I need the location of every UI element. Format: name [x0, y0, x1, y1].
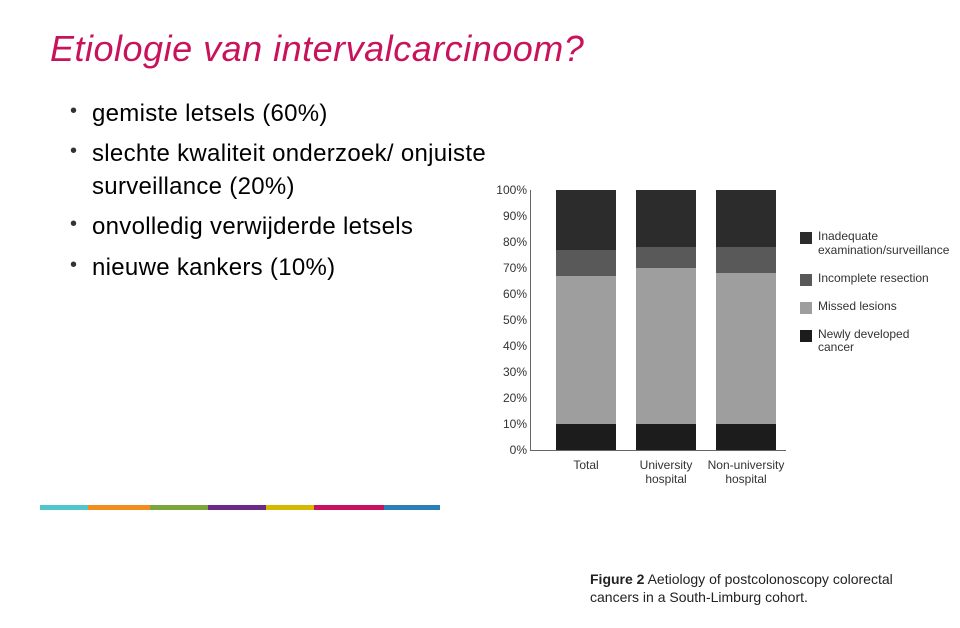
bar-segment [556, 250, 616, 276]
bar-segment [636, 268, 696, 424]
etiology-chart: 0%10%20%30%40%50%60%70%80%90%100%TotalUn… [490, 190, 930, 520]
y-tick-label: 50% [491, 313, 527, 327]
rainbow-segment [88, 505, 150, 510]
legend-swatch [800, 302, 812, 314]
legend-label: Inadequate examination/surveillance [818, 230, 949, 258]
y-tick-label: 100% [491, 183, 527, 197]
rainbow-segment [40, 505, 88, 510]
rainbow-segment [150, 505, 208, 510]
page-title: Etiologie van intervalcarcinoom? [50, 28, 910, 70]
bar-group [556, 190, 616, 450]
y-tick-label: 20% [491, 391, 527, 405]
bar-segment [556, 190, 616, 250]
y-tick-label: 80% [491, 235, 527, 249]
legend-swatch [800, 274, 812, 286]
y-tick-label: 0% [491, 443, 527, 457]
bar-segment [636, 190, 696, 247]
bar-group [716, 190, 776, 450]
footer-rainbow-bar [40, 505, 440, 510]
rainbow-segment [208, 505, 266, 510]
figure-caption: Figure 2 Aetiology of postcolonoscopy co… [590, 571, 930, 606]
legend-item: Missed lesions [800, 300, 940, 314]
bar-segment [716, 424, 776, 450]
legend-item: Incomplete resection [800, 272, 940, 286]
bullet-item: gemiste letsels (60%) [70, 98, 590, 130]
legend-item: Newly developed cancer [800, 328, 940, 356]
chart-plot-area: 0%10%20%30%40%50%60%70%80%90%100%TotalUn… [530, 190, 786, 451]
y-tick-label: 10% [491, 417, 527, 431]
legend-swatch [800, 330, 812, 342]
y-tick-label: 70% [491, 261, 527, 275]
bar-segment [716, 247, 776, 273]
y-tick-label: 90% [491, 209, 527, 223]
rainbow-segment [314, 505, 384, 510]
x-tick-label: University hospital [621, 458, 711, 487]
x-tick-label: Non-university hospital [701, 458, 791, 487]
bar-segment [636, 424, 696, 450]
legend-label: Newly developed cancer [818, 328, 940, 356]
figure-label: Figure 2 [590, 571, 644, 587]
x-tick-label: Total [541, 458, 631, 472]
bar-segment [716, 190, 776, 247]
y-tick-label: 60% [491, 287, 527, 301]
bar-segment [636, 247, 696, 268]
bar-group [636, 190, 696, 450]
legend-label: Missed lesions [818, 300, 897, 314]
bar-segment [556, 424, 616, 450]
y-tick-label: 30% [491, 365, 527, 379]
y-tick-label: 40% [491, 339, 527, 353]
legend-item: Inadequate examination/surveillance [800, 230, 940, 258]
chart-legend: Inadequate examination/surveillance Incom… [800, 230, 940, 369]
rainbow-segment [384, 505, 440, 510]
rainbow-segment [266, 505, 314, 510]
bar-segment [716, 273, 776, 424]
bar-segment [556, 276, 616, 424]
legend-swatch [800, 232, 812, 244]
legend-label: Incomplete resection [818, 272, 929, 286]
